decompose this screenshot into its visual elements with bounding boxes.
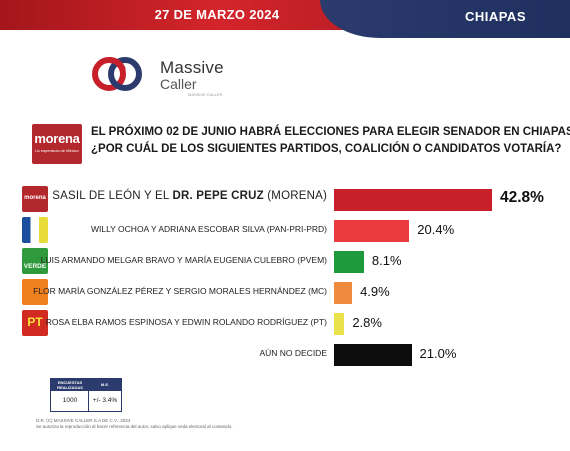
chart-row: AÚN NO DECIDE 21.0% [0,340,570,370]
survey-date: 27 DE MARZO 2024 [154,7,280,22]
pan-pri-prd-logo [22,217,48,243]
pvem-logo: VERDE [22,248,48,274]
survey-info-header: ENCUESTAS REALIZADAS M.E. [51,379,121,391]
logo-wordmark-line2: Caller [160,76,197,92]
sample-size-value: 1000 [62,397,78,404]
vote-intention-chart: morena SASIL DE LEÓN Y EL DR. PEPE CRUZ (… [0,180,570,380]
margin-of-error-header: M.E. [100,382,110,387]
question-line-1: EL PRÓXIMO 02 DE JUNIO HABRÁ ELECCIONES … [91,126,570,138]
bar [334,313,345,335]
bar [334,344,412,366]
category-label: WILLY OCHOA Y ADRIANA ESCOBAR SILVA (PAN… [90,224,327,234]
value-label: 42.8% [500,189,544,206]
value-label: 8.1% [371,253,402,268]
chart-row: FLOR MARÍA GONZÁLEZ PÉREZ Y SERGIO MORAL… [0,278,570,308]
copyright-note: D.R. (C) MASSIVE CALLER S.A DE C.V., 202… [36,418,131,423]
mc-logo [22,279,48,305]
value-label: 21.0% [419,346,457,361]
sample-size-header: ENCUESTAS REALIZADAS [57,380,83,390]
morena-logo-subtext: La esperanza de México [35,148,79,153]
category-label: FLOR MARÍA GONZÁLEZ PÉREZ Y SERGIO MORAL… [33,286,327,296]
table-divider [88,391,89,411]
chart-row: morena SASIL DE LEÓN Y EL DR. PEPE CRUZ (… [0,185,570,215]
chart-row: PT ROSA ELBA RAMOS ESPINOSA Y EDWIN ROLAN… [0,309,570,339]
bar [334,189,492,211]
reproduction-note: Se autoriza la reproducción al hacer ref… [36,424,233,429]
region-label: CHIAPAS [464,9,526,24]
logo-wordmark-line1: Massive [160,58,224,77]
category-label: LUIS ARMANDO MELGAR BRAVO Y MARÍA EUGENI… [40,255,327,265]
bar [334,251,364,273]
chart-row: WILLY OCHOA Y ADRIANA ESCOBAR SILVA (PAN… [0,216,570,246]
massive-caller-logo-icon [92,57,142,91]
value-label: 2.8% [352,315,382,330]
massive-caller-logo: Massive Caller MASSIVE CALLER [92,52,242,97]
value-label: 4.9% [360,284,390,299]
morena-logo-text: morena [34,131,80,146]
top-banner: 27 DE MARZO 2024 CHIAPAS [0,0,570,40]
category-label: AÚN NO DECIDE [259,348,327,358]
morena-question-logo: morena La esperanza de México [32,124,82,164]
value-label: 20.4% [417,222,455,237]
question-line-2: ¿POR CUÁL DE LOS SIGUIENTES PARTIDOS, CO… [91,143,562,155]
margin-of-error-value: +/- 3.4% [92,397,118,404]
category-label: SASIL DE LEÓN Y EL DR. PEPE CRUZ (MORENA… [52,190,327,202]
logo-tagline: MASSIVE CALLER [188,92,223,97]
bar [334,282,353,304]
pt-logo: PT [22,310,48,336]
survey-info-table: ENCUESTAS REALIZADAS M.E. 1000 +/- 3.4% [50,378,122,412]
morena-logo: morena [22,186,48,212]
region-banner [320,0,570,38]
category-label: ROSA ELBA RAMOS ESPINOSA Y EDWIN ROLANDO… [45,317,327,327]
chart-row: VERDE LUIS ARMANDO MELGAR BRAVO Y MARÍA E… [0,247,570,277]
bar [334,220,410,242]
